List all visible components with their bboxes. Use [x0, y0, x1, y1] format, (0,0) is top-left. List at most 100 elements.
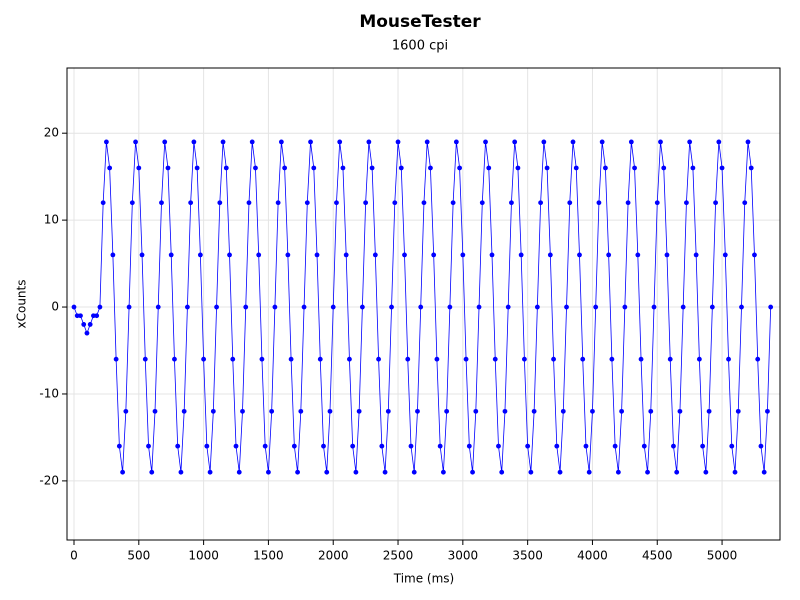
data-point: [512, 139, 518, 145]
data-point: [188, 200, 194, 206]
data-point: [243, 304, 249, 310]
data-point: [275, 200, 281, 206]
data-point: [152, 408, 158, 414]
data-point: [499, 469, 505, 475]
data-point: [554, 443, 560, 449]
data-point: [453, 139, 459, 145]
x-tick-label: 4500: [642, 549, 673, 563]
data-point: [612, 443, 618, 449]
data-point: [236, 469, 242, 475]
data-point: [700, 443, 706, 449]
x-tick-label: 1000: [188, 549, 219, 563]
data-point: [94, 313, 100, 319]
data-point: [615, 469, 621, 475]
data-point: [525, 443, 531, 449]
data-point: [664, 252, 670, 258]
data-point: [444, 408, 450, 414]
data-point: [343, 252, 349, 258]
data-point: [240, 408, 245, 414]
data-point: [522, 356, 527, 362]
data-point: [505, 304, 511, 310]
data-point: [752, 252, 757, 258]
data-point: [317, 356, 323, 362]
data-point: [755, 356, 761, 362]
data-point: [457, 165, 462, 171]
data-point: [107, 165, 113, 171]
y-tick-label: 0: [51, 300, 59, 314]
data-point: [217, 200, 223, 206]
data-point: [308, 139, 313, 145]
data-point: [599, 139, 605, 145]
data-point: [476, 304, 482, 310]
data-point: [534, 304, 540, 310]
data-point: [509, 200, 514, 206]
plot-area: [67, 68, 780, 540]
data-point: [437, 443, 443, 449]
data-point: [259, 356, 265, 362]
data-point: [395, 139, 401, 145]
data-point: [722, 252, 728, 258]
data-point: [385, 408, 391, 414]
data-point: [230, 356, 236, 362]
data-point: [288, 356, 294, 362]
data-point: [450, 200, 456, 206]
data-point: [431, 252, 437, 258]
y-tick-label: -20: [39, 473, 59, 487]
data-point: [178, 469, 184, 475]
data-point: [551, 356, 556, 362]
data-point: [304, 200, 310, 206]
data-point: [415, 408, 420, 414]
data-point: [596, 200, 602, 206]
data-point: [768, 304, 774, 310]
data-point: [564, 304, 569, 310]
data-point: [518, 252, 524, 258]
data-point: [674, 469, 680, 475]
data-point: [622, 304, 628, 310]
data-point: [651, 304, 657, 310]
data-point: [765, 408, 770, 414]
data-point: [324, 469, 330, 475]
data-point: [586, 469, 592, 475]
data-point: [159, 200, 164, 206]
data-point: [133, 139, 138, 145]
x-axis-label: Time (ms): [393, 572, 455, 586]
data-point: [246, 200, 252, 206]
data-point: [470, 469, 475, 475]
data-point: [693, 252, 699, 258]
data-point: [434, 356, 440, 362]
data-point: [463, 356, 469, 362]
data-point: [483, 139, 488, 145]
x-tick-label: 3000: [448, 549, 479, 563]
data-point: [104, 139, 109, 145]
y-tick-label: 20: [44, 126, 59, 140]
data-point: [758, 443, 764, 449]
data-point: [363, 200, 369, 206]
data-point: [473, 408, 479, 414]
data-point: [272, 304, 278, 310]
data-point: [84, 330, 90, 336]
data-point: [197, 252, 203, 258]
data-point: [739, 304, 744, 310]
data-point: [742, 200, 748, 206]
data-point: [78, 313, 83, 319]
data-point: [110, 252, 116, 258]
data-point: [194, 165, 200, 171]
data-point: [648, 408, 654, 414]
data-point: [207, 469, 213, 475]
data-point: [123, 408, 129, 414]
data-point: [408, 443, 414, 449]
chart-subtitle: 1600 cpi: [392, 39, 448, 54]
data-point: [625, 200, 631, 206]
plot-frame: [66, 67, 781, 541]
data-point: [301, 304, 307, 310]
series-line: [73, 141, 772, 473]
y-axis-label: xCounts: [15, 280, 29, 329]
data-point: [606, 252, 612, 258]
data-point: [528, 469, 534, 475]
data-point: [447, 304, 453, 310]
data-point: [298, 408, 304, 414]
data-point: [502, 408, 508, 414]
data-point: [709, 304, 715, 310]
data-point: [424, 139, 430, 145]
data-point: [327, 408, 333, 414]
